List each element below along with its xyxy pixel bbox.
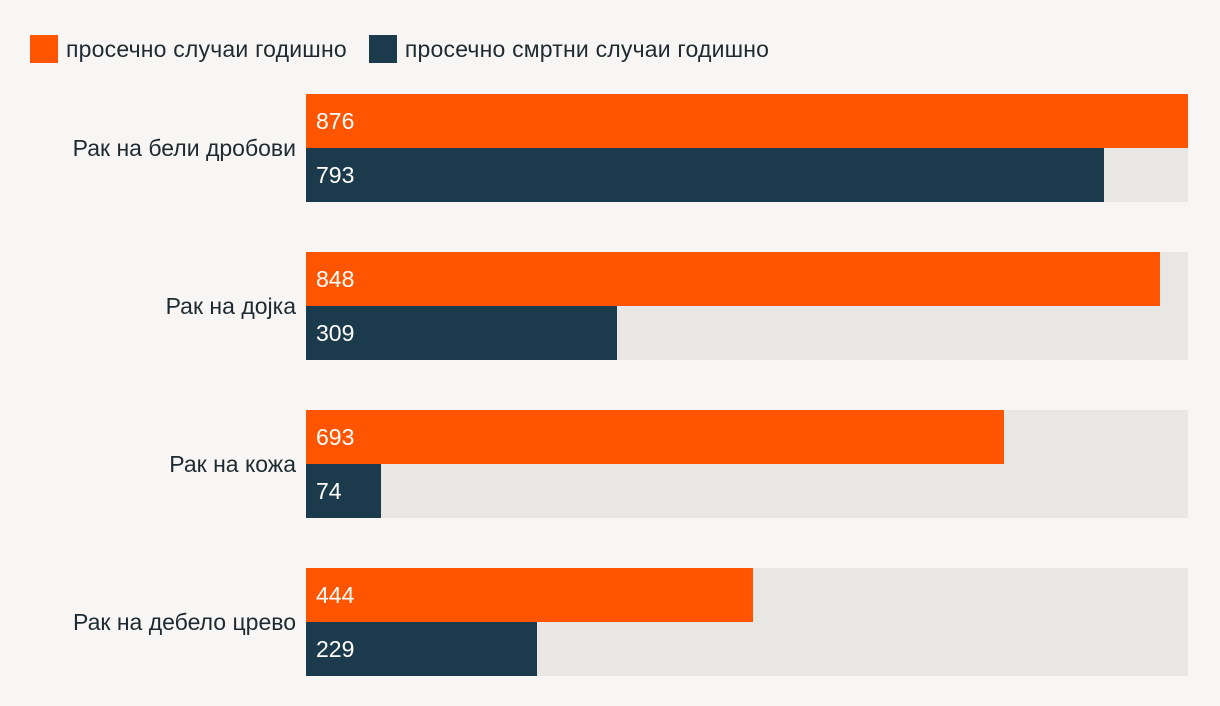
legend-swatch-cases [30,35,58,63]
legend-label-cases: просечно случаи годишно [66,35,347,62]
value-label-deaths: 309 [316,320,355,346]
category-label: Рак на дојка [165,293,296,319]
bar-cases [306,410,1004,464]
bar-cases [306,94,1188,148]
bar-deaths [306,464,381,518]
category-label: Рак на дебело црево [73,609,296,635]
value-label-deaths: 793 [316,162,355,188]
legend-label-deaths: просечно смртни случаи годишно [404,35,770,62]
bar-cases [306,568,753,622]
legend-swatch-deaths [368,35,397,63]
value-label-cases: 444 [316,582,355,608]
legend-item-deaths: просечно смртни случаи годишно [368,35,770,63]
value-label-deaths: 229 [316,636,355,662]
bar-deaths [306,306,617,360]
category-label: Рак на бели дробови [72,135,296,161]
value-label-cases: 876 [316,108,355,134]
bar-cases [306,252,1160,306]
legend: просечно случаи годишно просечно смртни … [30,34,791,64]
category-label: Рак на кожа [169,451,296,477]
value-label-cases: 693 [316,424,355,450]
value-label-deaths: 74 [316,478,342,504]
value-label-cases: 848 [316,266,355,292]
bar-deaths [306,622,537,676]
bar-deaths [306,148,1104,202]
legend-item-cases: просечно случаи годишно [30,35,347,63]
